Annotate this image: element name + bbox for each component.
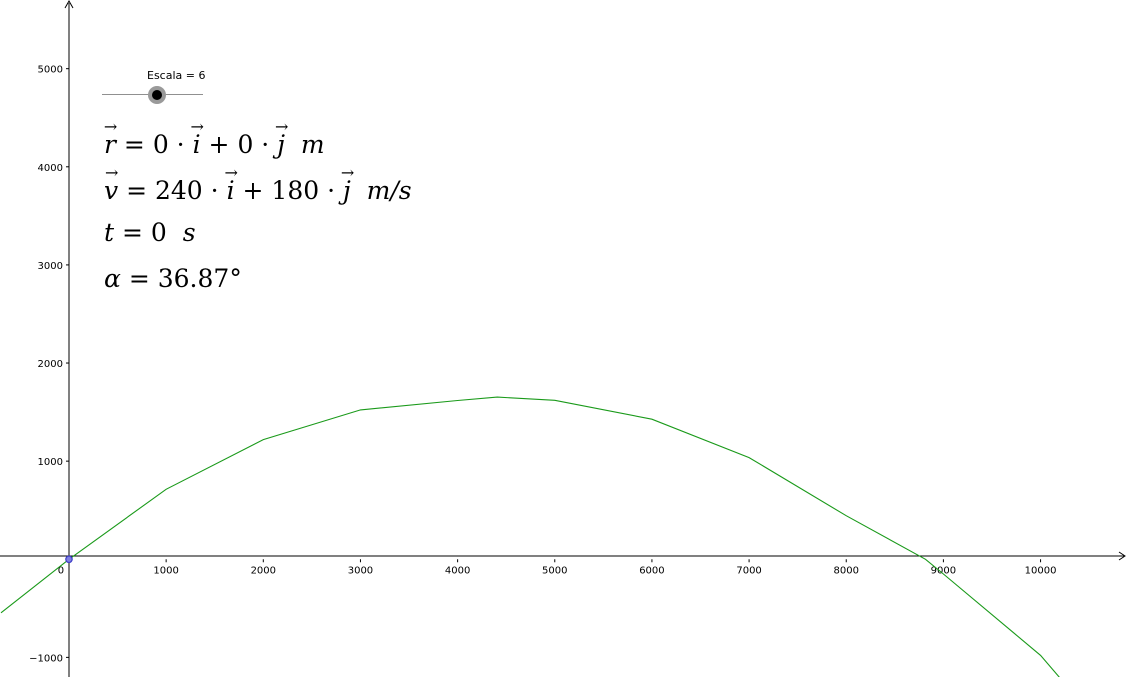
- t-unit: s: [182, 218, 196, 247]
- x-tick-label: 1000: [153, 565, 178, 576]
- x-tick-label: 6000: [639, 565, 664, 576]
- equals-sign: =: [126, 176, 148, 205]
- plus-sign: +: [208, 130, 230, 159]
- j-unit-vector: j: [343, 178, 351, 203]
- j-unit-vector: j: [277, 132, 285, 157]
- y-tick-label: 4000: [38, 163, 63, 174]
- t-symbol: t: [104, 218, 115, 247]
- v-y-coefficient: 180: [271, 176, 320, 205]
- t-value: 0: [150, 218, 167, 247]
- velocity-vector-formula: v = 240 · i + 180 · j m/s: [104, 178, 412, 203]
- i-unit-vector: i: [193, 132, 201, 157]
- dot-operator: ·: [210, 176, 219, 205]
- x-tick-label: 4000: [445, 565, 470, 576]
- x-axis-arrow: [1118, 551, 1126, 561]
- equals-sign: =: [123, 130, 145, 159]
- x-tick-label: 7000: [736, 565, 761, 576]
- r-x-coefficient: 0: [152, 130, 169, 159]
- origin-point[interactable]: [65, 555, 73, 564]
- x-tick-label: 5000: [542, 565, 567, 576]
- angle-formula: α = 36.87°: [104, 266, 242, 291]
- x-tick-label: 10000: [1025, 565, 1057, 576]
- x-tick-label: 8000: [834, 565, 859, 576]
- dot-operator: ·: [327, 176, 336, 205]
- slider-knob[interactable]: [148, 86, 166, 104]
- y-tick-label: 2000: [38, 359, 63, 370]
- trajectory-layer: [0, 396, 1060, 677]
- equals-sign: =: [122, 218, 143, 247]
- axis-ticks: 0 1000 2000 3000 4000 5000 6000 7000 8000 9000 100…: [29, 65, 1056, 665]
- v-vector-symbol: v: [104, 178, 118, 203]
- x-tick-label: 0: [58, 565, 64, 576]
- y-axis-arrow: [64, 0, 74, 9]
- r-vector-symbol: r: [104, 132, 116, 157]
- x-tick-label: 2000: [251, 565, 276, 576]
- y-tick-label: 3000: [38, 261, 63, 272]
- r-unit: m: [300, 130, 325, 159]
- plus-sign: +: [242, 176, 264, 205]
- y-tick-label: 1000: [38, 457, 63, 468]
- v-unit: m/s: [366, 176, 412, 205]
- equals-sign: =: [128, 264, 150, 293]
- x-tick-label: 3000: [348, 565, 373, 576]
- dot-operator: ·: [176, 130, 185, 159]
- alpha-symbol: α: [104, 264, 121, 293]
- r-y-coefficient: 0: [237, 130, 254, 159]
- trajectory-curve[interactable]: [0, 396, 1060, 677]
- slider-label: Escala = 6: [147, 69, 206, 82]
- dot-operator: ·: [261, 130, 270, 159]
- v-x-coefficient: 240: [154, 176, 203, 205]
- time-formula: t = 0 s: [104, 220, 196, 245]
- i-unit-vector: i: [227, 178, 235, 203]
- position-vector-formula: r = 0 · i + 0 · j m: [104, 132, 325, 157]
- y-tick-label: −1000: [29, 653, 63, 664]
- alpha-value: 36.87°: [157, 264, 242, 293]
- x-tick-label: 9000: [931, 565, 956, 576]
- points-layer: [65, 555, 73, 564]
- y-tick-label: 5000: [38, 65, 63, 76]
